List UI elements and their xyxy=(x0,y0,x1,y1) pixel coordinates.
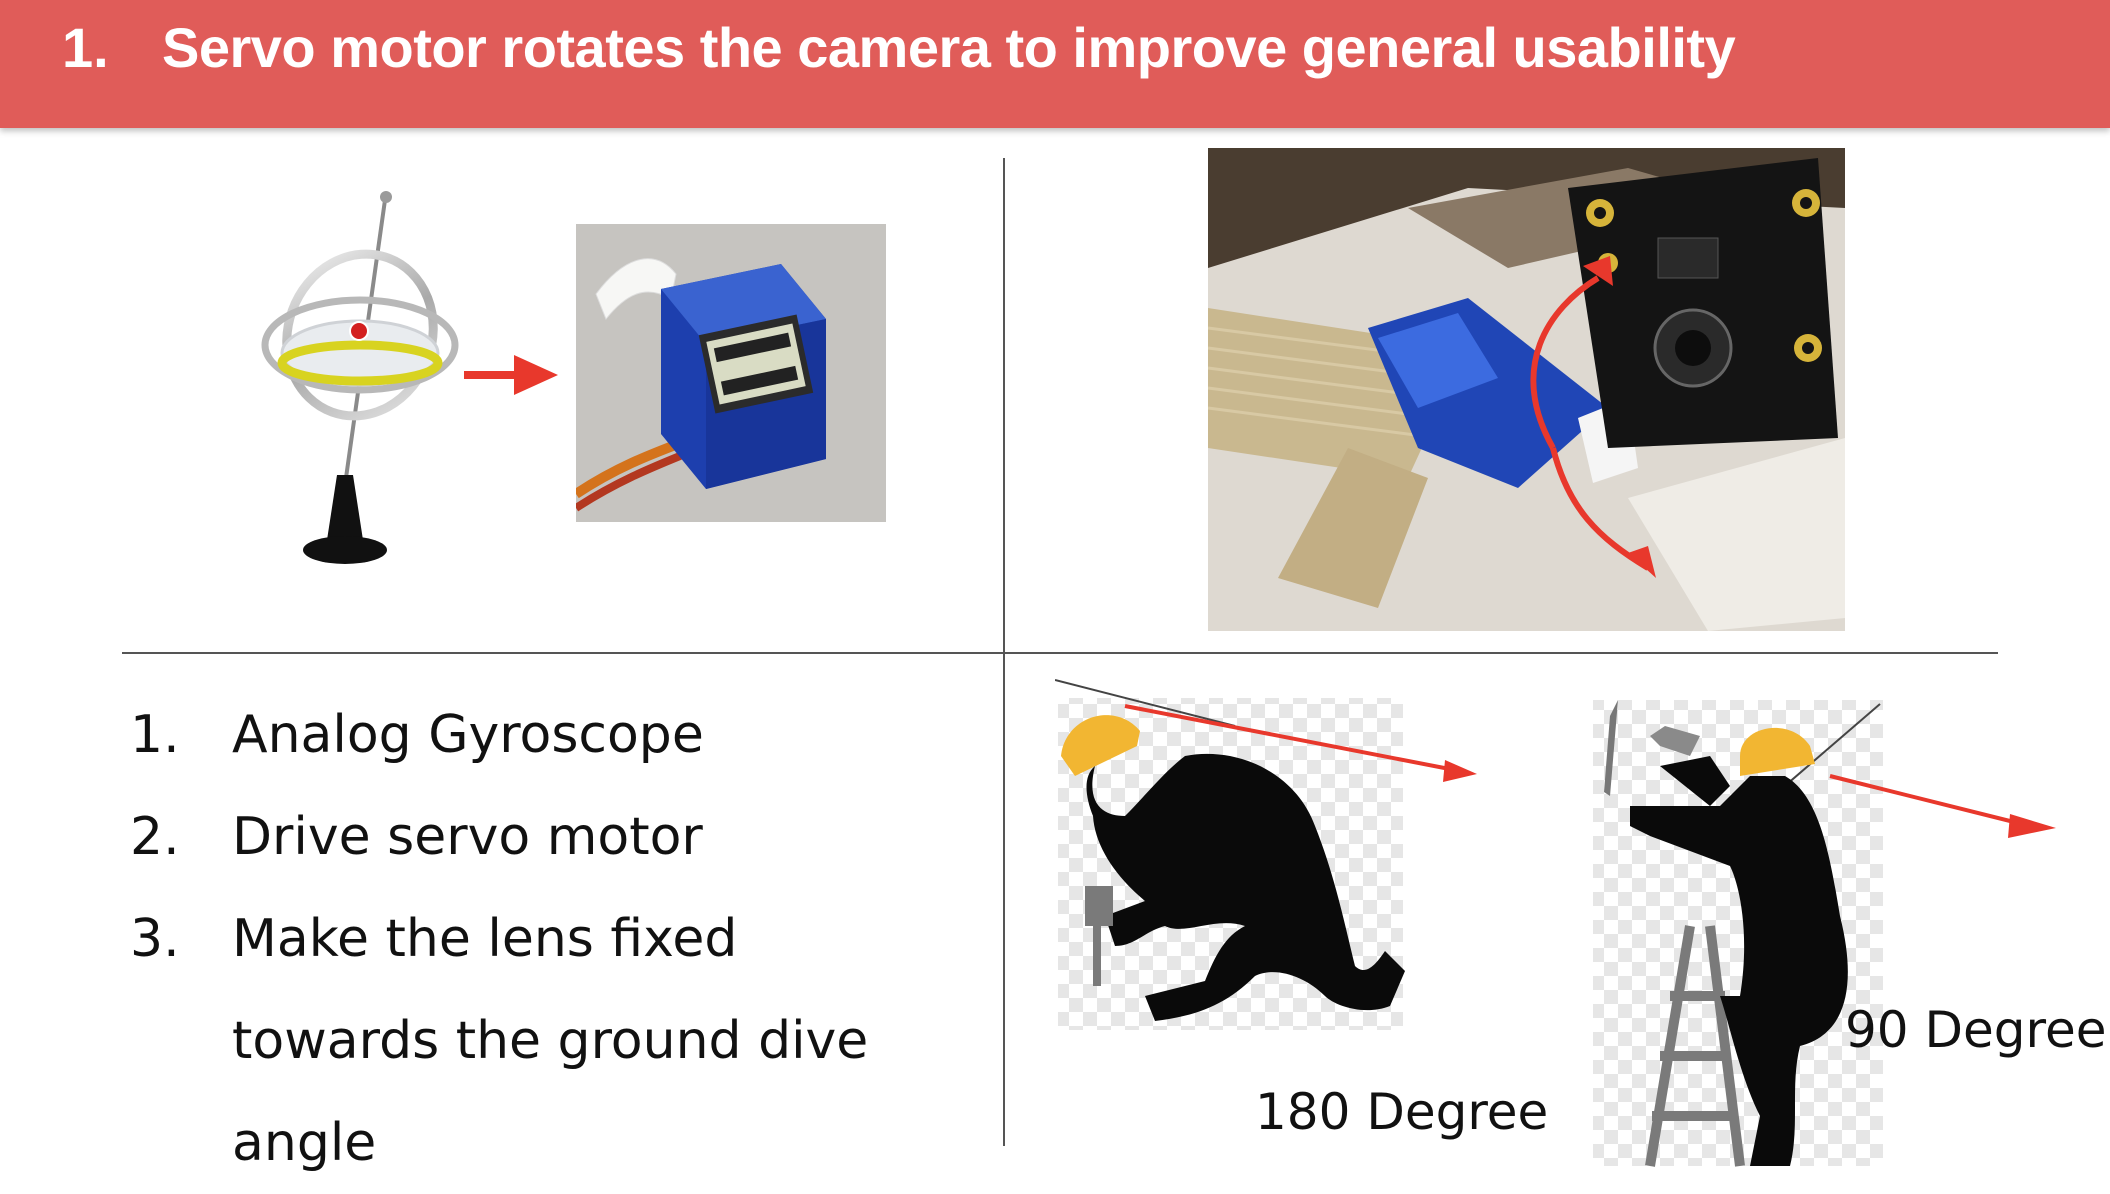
slide-title: Servo motor rotates the camera to improv… xyxy=(162,16,1736,79)
arrow-right-icon xyxy=(464,355,558,395)
worker-kneeling-icon xyxy=(1055,679,1477,1030)
header-number: 1. xyxy=(62,16,109,79)
list-item: 3. Make the lens fixed towards the groun… xyxy=(130,888,872,1194)
list-item-text: Drive servo motor xyxy=(232,807,703,867)
horizontal-divider xyxy=(122,652,1998,654)
camera-servo-photo xyxy=(1208,148,1845,631)
slide-header: 1. Servo motor rotates the camera to imp… xyxy=(0,0,2110,128)
label-180-degree: 180 Degree xyxy=(1255,1083,1549,1141)
list-item-text: Analog Gyroscope xyxy=(232,705,704,765)
list-item: 1. Analog Gyroscope xyxy=(130,684,872,786)
steps-list: 1. Analog Gyroscope 2. Drive servo motor… xyxy=(130,684,872,1194)
servo-motor-icon xyxy=(576,224,886,522)
list-item-number: 3. xyxy=(130,909,180,969)
list-item-text: Make the lens fixed towards the ground d… xyxy=(232,909,869,1173)
list-item-number: 2. xyxy=(130,807,180,867)
list-item-number: 1. xyxy=(130,705,180,765)
list-item: 2. Drive servo motor xyxy=(130,786,872,888)
label-90-degree: 90 Degree xyxy=(1845,1001,2107,1059)
worker-ladder-icon xyxy=(1593,700,2056,1167)
gyroscope-icon xyxy=(261,191,459,564)
